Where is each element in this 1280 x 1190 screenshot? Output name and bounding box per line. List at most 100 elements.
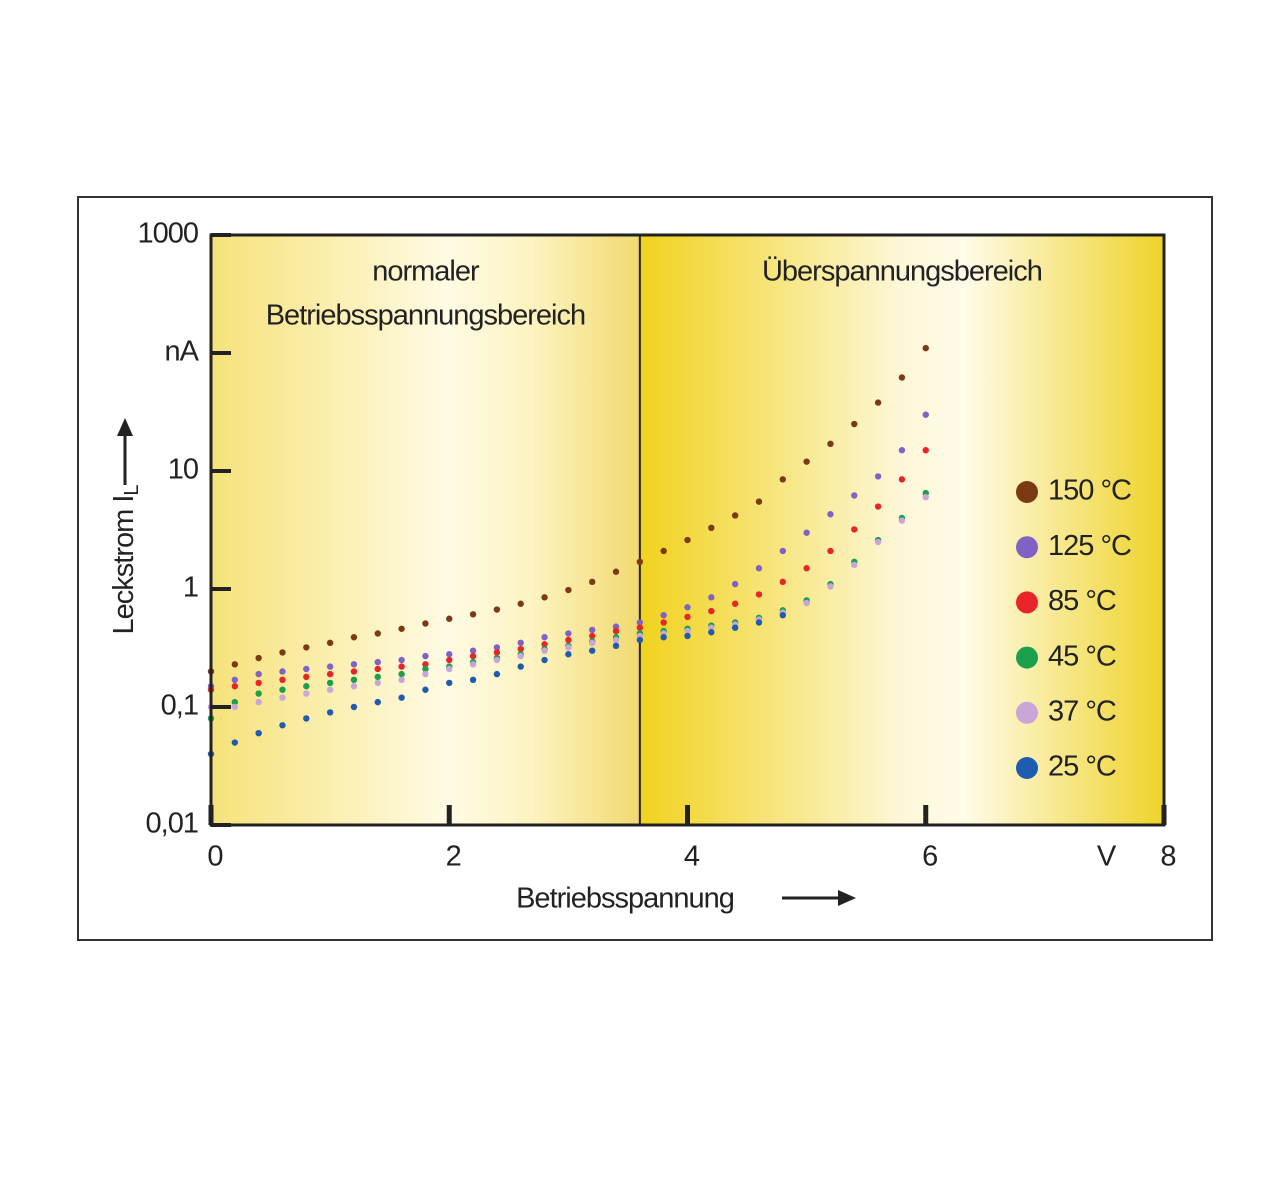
data-point bbox=[541, 647, 548, 654]
x-tick-label: 0 bbox=[207, 841, 222, 873]
y-tick-label: 1000 bbox=[137, 218, 198, 250]
data-point bbox=[255, 698, 262, 706]
data-point bbox=[779, 476, 786, 483]
x-arrow-head bbox=[838, 890, 856, 906]
data-point bbox=[541, 594, 548, 601]
data-point bbox=[279, 649, 286, 656]
data-point bbox=[350, 683, 358, 690]
data-point bbox=[684, 604, 691, 611]
data-point bbox=[684, 627, 691, 635]
data-point bbox=[279, 668, 286, 675]
x-tick-label: 4 bbox=[684, 841, 700, 873]
x-unit: V bbox=[1097, 841, 1117, 873]
data-point bbox=[446, 679, 453, 687]
data-point bbox=[303, 690, 310, 697]
data-point bbox=[636, 619, 644, 626]
data-point bbox=[612, 636, 620, 644]
data-point bbox=[922, 447, 929, 454]
data-point bbox=[422, 652, 429, 660]
data-point bbox=[541, 656, 548, 664]
legend-marker bbox=[1016, 591, 1038, 614]
data-point bbox=[493, 649, 501, 656]
data-point bbox=[612, 627, 620, 635]
data-point bbox=[398, 656, 405, 664]
data-point bbox=[303, 683, 310, 690]
data-point bbox=[303, 665, 310, 673]
data-point bbox=[469, 676, 477, 684]
data-point bbox=[446, 656, 453, 664]
y-tick-label: 0,1 bbox=[161, 690, 198, 722]
legend-label: 150 °C bbox=[1048, 475, 1131, 507]
data-point bbox=[660, 547, 667, 555]
data-point bbox=[279, 676, 286, 684]
data-point bbox=[326, 679, 334, 687]
data-point bbox=[636, 624, 644, 631]
data-point bbox=[493, 606, 501, 613]
data-point bbox=[779, 547, 786, 555]
data-point bbox=[898, 476, 906, 483]
data-point bbox=[303, 715, 310, 722]
data-point bbox=[589, 626, 596, 634]
data-point bbox=[803, 529, 810, 536]
data-point bbox=[589, 632, 596, 640]
data-point bbox=[731, 624, 739, 631]
y-tick-label: nA bbox=[165, 336, 200, 368]
data-point bbox=[589, 578, 596, 586]
data-point bbox=[255, 679, 262, 687]
data-point bbox=[422, 670, 429, 678]
data-point bbox=[731, 600, 739, 607]
data-point bbox=[851, 492, 858, 499]
legend-marker bbox=[1016, 757, 1038, 779]
data-point bbox=[779, 611, 786, 619]
data-point bbox=[255, 690, 262, 697]
data-point bbox=[493, 656, 501, 664]
data-point bbox=[255, 654, 262, 662]
data-point bbox=[612, 568, 620, 575]
data-point bbox=[374, 630, 381, 637]
data-point bbox=[469, 652, 477, 660]
legend-label: 37 °C bbox=[1048, 695, 1116, 727]
data-point bbox=[517, 645, 524, 653]
data-point bbox=[565, 651, 572, 658]
data-point bbox=[398, 694, 405, 701]
data-point bbox=[779, 578, 786, 586]
data-point bbox=[827, 511, 834, 518]
data-point bbox=[565, 644, 572, 651]
y-label-text: Leckstrom I bbox=[108, 496, 140, 635]
data-point bbox=[898, 447, 906, 454]
data-point bbox=[422, 620, 429, 627]
data-point bbox=[231, 703, 239, 711]
data-point bbox=[303, 644, 310, 651]
data-point bbox=[398, 676, 405, 684]
data-point bbox=[755, 498, 763, 505]
data-point bbox=[684, 632, 691, 640]
data-point bbox=[446, 615, 453, 622]
data-point bbox=[708, 607, 715, 615]
data-point bbox=[493, 644, 501, 651]
data-point bbox=[708, 594, 715, 601]
data-point bbox=[755, 619, 763, 626]
data-point bbox=[660, 634, 667, 641]
data-point bbox=[279, 686, 286, 693]
data-point bbox=[922, 493, 929, 501]
data-point bbox=[255, 729, 262, 737]
data-point bbox=[541, 641, 548, 648]
data-point bbox=[660, 619, 667, 626]
y-label-subscript: L bbox=[121, 485, 143, 496]
data-point bbox=[827, 583, 834, 590]
data-point bbox=[803, 565, 810, 572]
data-point bbox=[446, 651, 453, 658]
data-point bbox=[398, 670, 405, 678]
region-label: normaler bbox=[372, 256, 480, 288]
data-point bbox=[874, 538, 882, 546]
y-tick-label: 10 bbox=[168, 454, 198, 486]
data-point bbox=[684, 536, 691, 544]
y-tick-label: 1 bbox=[183, 572, 198, 604]
data-point bbox=[231, 698, 239, 706]
data-point bbox=[422, 665, 429, 673]
y-axis-label: Leckstrom IL bbox=[108, 485, 144, 635]
legend-label: 85 °C bbox=[1048, 585, 1116, 617]
data-point bbox=[803, 599, 810, 607]
data-point bbox=[731, 580, 739, 588]
